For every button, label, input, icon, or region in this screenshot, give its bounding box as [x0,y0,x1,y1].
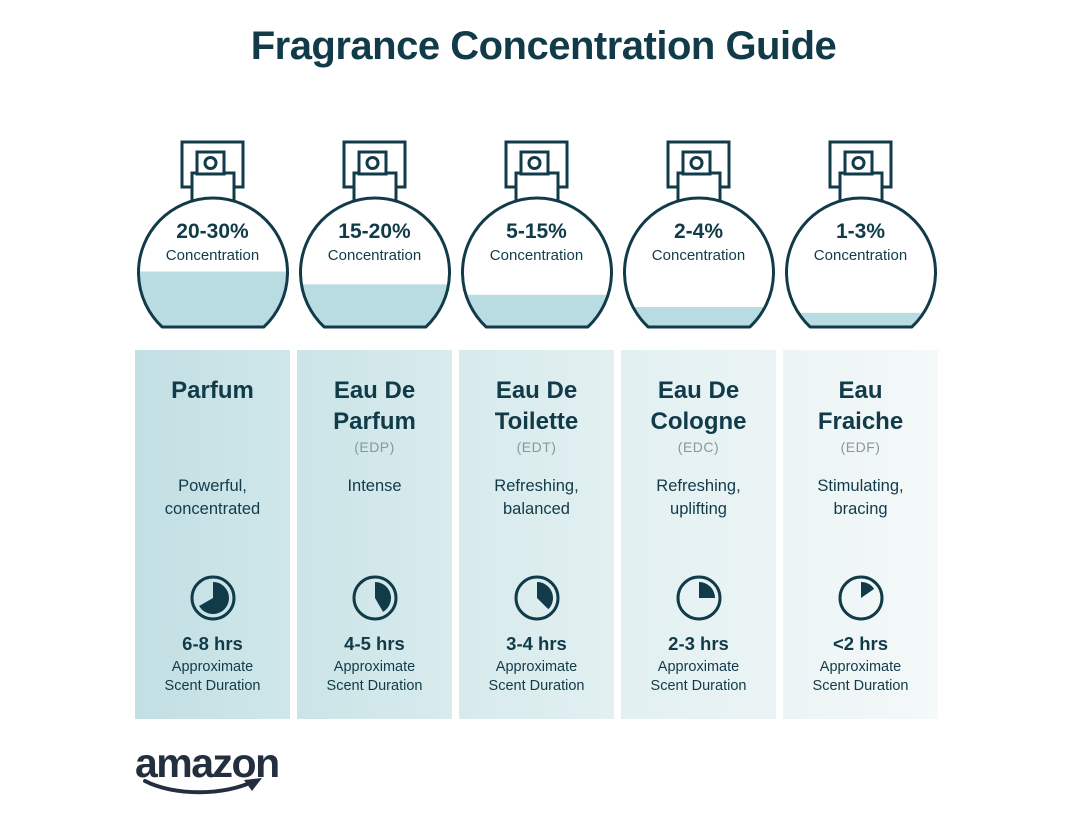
clock-icon [838,575,883,621]
bottle-eau-de-toilette: 5-15% Concentration [459,138,614,334]
duration-value: 4-5 hrs [344,633,405,654]
perfume-bottle-icon [784,140,937,329]
duration-caption: Approximate Scent Duration [488,659,585,694]
bottle-body [136,196,289,329]
concentration-percent: 5-15% [506,220,567,243]
fragrance-description: Refreshing, balanced [494,477,579,518]
column-eau-de-parfum: Eau De Parfum (EDP) Intense 4-5 hrs Appr… [297,350,452,719]
infographic-title: Fragrance Concentration Guide [250,24,837,68]
fragrance-abbr: (EDF) [840,439,881,455]
concentration-caption: Concentration [651,247,746,264]
fragrance-name: Eau De Cologne [650,377,747,435]
fragrance-name: Parfum [171,377,254,404]
category-columns: Parfum Powerful, concentrated 6-8 hrs Ap… [135,350,938,719]
bottle-eau-fraiche: 1-3% Concentration [783,138,938,334]
fragrance-name: Eau De Parfum [333,377,416,435]
duration-value: 3-4 hrs [506,633,567,654]
duration-caption: Approximate Scent Duration [326,659,423,694]
duration-caption: Approximate Scent Duration [650,659,747,694]
duration-caption: Approximate Scent Duration [812,659,909,694]
bottle-label: 1-3% Concentration [783,220,938,266]
concentration-caption: Concentration [327,247,422,264]
amazon-smile-icon [143,778,262,795]
bottle-eau-de-cologne: 2-4% Concentration [621,138,776,334]
duration-value: <2 hrs [832,633,889,654]
perfume-bottle-icon [622,140,775,329]
bottle-label: 5-15% Concentration [459,220,614,266]
fragrance-name: Eau De Toilette [494,377,579,435]
concentration-percent: 2-4% [673,220,724,243]
bottle-row: 20-30% Concentration 15-20% Concentratio… [135,138,938,334]
duration-value: 6-8 hrs [182,633,243,654]
fragrance-abbr: (EDP) [354,439,395,455]
fragrance-description: Stimulating, bracing [817,477,904,518]
liquid-fill [300,284,449,327]
concentration-percent: 20-30% [176,220,249,243]
column-eau-de-cologne: Eau De Cologne (EDC) Refreshing, uplifti… [621,350,776,719]
bottle-nozzle-hole [689,156,703,170]
clock-icon [514,575,559,621]
fragrance-abbr: (EDC) [677,439,720,455]
fragrance-description: Refreshing, uplifting [656,477,741,518]
bottle-label: 15-20% Concentration [297,220,452,266]
fragrance-description: Intense [347,477,402,495]
perfume-bottle-icon [298,140,451,329]
liquid-fill [624,307,773,327]
duration-value: 2-3 hrs [668,633,729,654]
bottle-eau-de-parfum: 15-20% Concentration [297,138,452,334]
bottle-nozzle-hole [365,156,379,170]
perfume-bottle-icon [136,140,289,329]
fragrance-abbr: (EDT) [516,439,557,455]
bottle-parfum: 20-30% Concentration [135,138,290,334]
concentration-caption: Concentration [165,247,260,264]
duration-caption: Approximate Scent Duration [164,659,261,694]
concentration-percent: 1-3% [835,220,886,243]
amazon-logo-text: amazon [135,740,280,786]
concentration-caption: Concentration [813,247,908,264]
bottle-body [298,196,451,329]
perfume-bottle-icon [460,140,613,329]
bottle-body [622,196,775,329]
bottle-nozzle-hole [203,156,217,170]
bottle-nozzle-hole [527,156,541,170]
bottle-body [784,196,937,329]
amazon-logo: amazon [135,742,295,795]
bottle-nozzle-hole [851,156,865,170]
bottle-label: 2-4% Concentration [621,220,776,266]
fragrance-description: Powerful, concentrated [164,477,261,518]
liquid-fill [462,294,611,327]
clock-icon [190,575,235,621]
column-eau-de-toilette: Eau De Toilette (EDT) Refreshing, balanc… [459,350,614,719]
liquid-fill [138,271,287,327]
clock-icon [676,575,721,621]
column-parfum: Parfum Powerful, concentrated 6-8 hrs Ap… [135,350,290,719]
liquid-fill [786,312,935,327]
bottle-body [460,196,613,329]
fragrance-name: Eau Fraiche [817,377,904,435]
bottle-label: 20-30% Concentration [135,220,290,266]
concentration-percent: 15-20% [338,220,411,243]
column-eau-fraiche: Eau Fraiche (EDF) Stimulating, bracing <… [783,350,938,719]
clock-icon [352,575,397,621]
concentration-caption: Concentration [489,247,584,264]
